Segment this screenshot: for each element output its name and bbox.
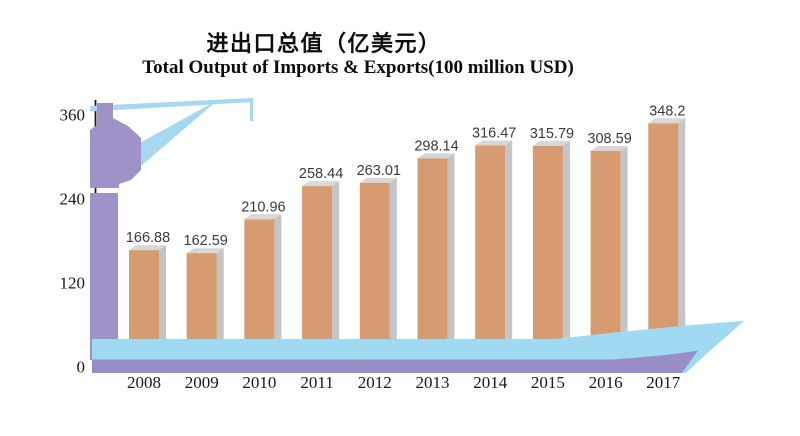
x-tick-label: 2013 <box>416 373 450 392</box>
bar-side-face <box>389 177 397 362</box>
bar-side-face <box>447 153 455 362</box>
bars-group <box>129 118 686 362</box>
x-tick-label: 2016 <box>589 373 623 392</box>
value-label: 258.44 <box>299 166 343 182</box>
value-label: 298.14 <box>414 138 458 154</box>
bar-2014 <box>475 145 506 362</box>
value-label: 162.59 <box>184 233 228 249</box>
y-tick-label: 120 <box>60 274 86 293</box>
y-axis-labels: 0 120 240 360 <box>60 106 86 377</box>
crane-mast-icon <box>90 193 118 360</box>
value-label: 263.01 <box>357 163 401 179</box>
bar-side-face <box>216 248 224 362</box>
x-tick-label: 2010 <box>242 373 276 392</box>
sea-wave-purple-icon <box>92 350 698 373</box>
x-tick-label: 2011 <box>300 373 333 392</box>
bar-2013 <box>417 158 448 362</box>
y-tick-label: 240 <box>60 190 86 209</box>
chart-subtitle-english: Total Output of Imports & Exports(100 mi… <box>142 57 574 78</box>
chart-title-chinese: 进出口总值（亿美元） <box>206 31 442 56</box>
x-tick-label: 2012 <box>358 373 392 392</box>
bar-top-face <box>186 248 224 254</box>
value-label: 166.88 <box>126 230 170 246</box>
y-tick-label: 360 <box>60 106 86 125</box>
value-label: 315.79 <box>530 126 574 142</box>
bar-side-face <box>620 146 628 362</box>
bar-top-face <box>590 146 628 151</box>
x-tick-label: 2008 <box>127 373 161 392</box>
x-tick-label: 2014 <box>473 373 508 392</box>
value-label: 210.96 <box>241 199 285 215</box>
bar-top-face <box>648 118 686 124</box>
value-label: 316.47 <box>472 126 516 142</box>
x-tick-label: 2009 <box>185 373 219 392</box>
bar-2010 <box>244 219 275 362</box>
bar-2017 <box>648 123 679 362</box>
bar-side-face <box>274 214 282 362</box>
bar-side-face <box>562 140 570 362</box>
x-axis-labels: 2008 2009 2010 2011 2012 2013 2014 2015 2016 2017 <box>127 373 681 392</box>
x-tick-label: 2015 <box>531 373 565 392</box>
crane-boom-icon <box>90 98 253 112</box>
bar-top-face <box>417 153 455 159</box>
bar-top-face <box>532 140 570 146</box>
bar-top-face <box>129 245 166 251</box>
value-labels-group: 166.88 162.59 210.96 258.44 263.01 298.14 316.… <box>126 103 686 249</box>
crane-cab-icon <box>90 103 141 188</box>
value-label: 348.2 <box>649 103 685 119</box>
bar-side-face <box>159 245 166 362</box>
bar-2015 <box>532 145 563 362</box>
harbor-crane-illustration <box>90 98 254 360</box>
bar-top-face <box>359 177 397 183</box>
bar-side-face <box>505 140 513 362</box>
value-label: 308.59 <box>587 131 631 147</box>
bar-2012 <box>359 182 390 362</box>
crane-tie-icon <box>128 100 218 177</box>
bar-2011 <box>302 186 333 362</box>
x-tick-label: 2017 <box>646 373 681 392</box>
bar-top-face <box>244 214 282 220</box>
bar-top-face <box>302 181 340 187</box>
crane-cable-icon <box>250 98 254 121</box>
bar-side-face <box>332 181 340 362</box>
y-tick-label: 0 <box>77 358 86 377</box>
bar-side-face <box>678 118 686 362</box>
bar-top-face <box>475 140 513 146</box>
bar-2016 <box>590 151 621 362</box>
